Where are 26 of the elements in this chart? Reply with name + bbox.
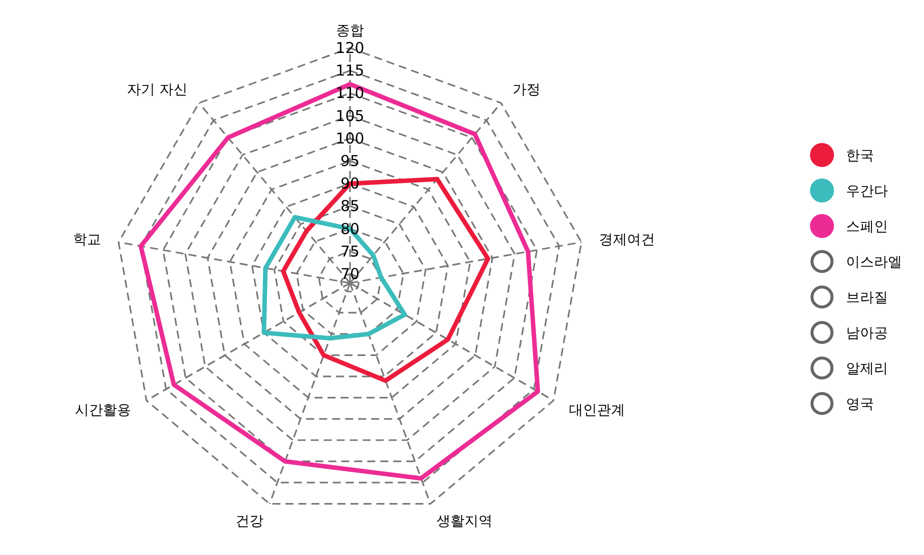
tick: 115 bbox=[336, 62, 364, 80]
tick: 85 bbox=[340, 197, 360, 216]
spoke-label: 시간활용 bbox=[74, 402, 131, 418]
spoke-label: 학교 bbox=[72, 232, 101, 248]
spoke-label: 대인관계 bbox=[569, 402, 626, 418]
legend-label: 우간다 bbox=[846, 184, 888, 200]
tick: 110 bbox=[336, 84, 364, 102]
spoke-label: 자기 자신 bbox=[126, 82, 188, 98]
tick: 75 bbox=[340, 242, 360, 260]
tick: 70 bbox=[340, 264, 360, 283]
text: 브라질 bbox=[846, 290, 888, 306]
text: 영국 bbox=[846, 396, 874, 412]
text: 이스라엘 bbox=[846, 254, 902, 270]
tick: 105 bbox=[336, 106, 364, 125]
tick: 95 bbox=[340, 152, 360, 170]
legend-label: 스페인 bbox=[846, 219, 888, 235]
spoke-label: 종합 bbox=[336, 23, 364, 39]
spoke-label: 건강 bbox=[235, 514, 264, 530]
spoke-label: 경제여건 bbox=[599, 232, 656, 248]
text: 알제리 bbox=[846, 361, 888, 377]
tick: 120 bbox=[336, 39, 364, 57]
tick: 100 bbox=[336, 129, 364, 148]
spoke-label: 생활지역 bbox=[436, 514, 493, 530]
spoke-label: 가정 bbox=[512, 82, 541, 98]
legend-label: 한국 bbox=[846, 148, 874, 164]
text: 남아공 bbox=[846, 326, 888, 342]
